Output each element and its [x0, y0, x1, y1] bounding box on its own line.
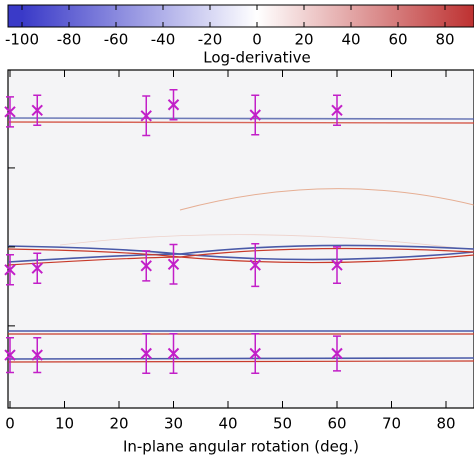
data-point: [167, 333, 180, 375]
data-point: [167, 243, 180, 285]
x-tick-label: 40: [218, 415, 237, 433]
x-tick-label: 60: [327, 415, 346, 433]
data-point: [4, 96, 16, 128]
data-point: [331, 246, 343, 284]
heatmap-ridges: [8, 117, 474, 363]
colorbar-tick-label: 80: [435, 31, 454, 49]
data-point: [4, 254, 16, 286]
marker: [167, 347, 180, 360]
data-point: [31, 94, 43, 127]
x-tick-label: 30: [164, 415, 183, 433]
data-point: [140, 95, 152, 137]
marker: [4, 349, 16, 361]
x-tick-label: 80: [436, 415, 455, 433]
marker: [331, 259, 343, 271]
colorbar-tick-label: -20: [198, 31, 223, 49]
marker: [4, 264, 16, 276]
data-point: [140, 333, 152, 375]
colorbar-tick-label: 60: [388, 31, 407, 49]
marker: [331, 347, 343, 360]
colorbar-tick-label: -40: [151, 31, 176, 49]
data-point: [31, 252, 43, 284]
data-point: [331, 335, 343, 372]
marker: [249, 347, 261, 360]
marker: [31, 349, 43, 361]
marker: [140, 347, 152, 360]
data-point: [4, 336, 16, 374]
marker: [31, 104, 43, 116]
colorbar-label: Log-derivative: [203, 49, 311, 67]
colorbar-tick-label: -80: [57, 31, 82, 49]
marker: [167, 99, 180, 111]
x-tick-label: 0: [5, 415, 15, 433]
x-tick-label: 70: [382, 415, 401, 433]
colorbar-tick-label: 40: [341, 31, 360, 49]
data-point: [31, 336, 43, 374]
x-tick-label: 50: [273, 415, 292, 433]
marker: [31, 262, 43, 274]
colorbar: [7, 4, 474, 28]
data-point: [140, 250, 152, 282]
marker: [331, 104, 343, 116]
colorbar-tick-label: 0: [252, 31, 262, 49]
marker: [249, 109, 261, 121]
x-tick-label: 10: [55, 415, 74, 433]
colorbar-tick-label: 20: [294, 31, 313, 49]
x-axis-label: In-plane angular rotation (deg.): [123, 438, 359, 456]
marker: [4, 106, 16, 118]
data-point: [331, 94, 343, 127]
marker: [167, 258, 180, 270]
marker: [140, 260, 152, 272]
colorbar-tick-label: -100: [5, 31, 39, 49]
data-point: [249, 242, 261, 288]
plot-area: [7, 69, 474, 409]
marker: [249, 259, 261, 271]
data-point: [249, 333, 261, 375]
x-tick-label: 20: [109, 415, 128, 433]
data-point: [249, 94, 261, 136]
marker: [140, 110, 152, 122]
colorbar-tick-label: -60: [104, 31, 129, 49]
data-point: [167, 88, 180, 121]
